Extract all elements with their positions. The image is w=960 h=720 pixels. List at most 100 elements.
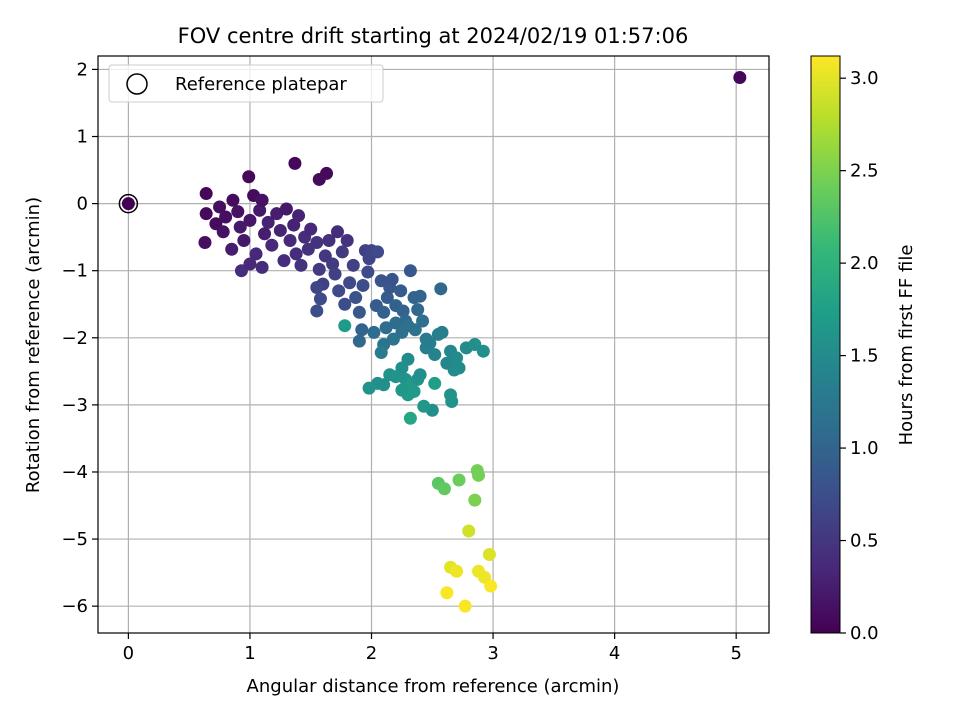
colorbar-tick-label: 2.5 — [850, 161, 879, 182]
data-point — [198, 236, 212, 250]
data-point — [733, 70, 747, 84]
data-point — [283, 234, 297, 248]
x-tick-label: 3 — [487, 643, 498, 664]
x-axis-ticks: 0 1 2 3 4 5 — [123, 633, 742, 664]
data-point — [310, 236, 324, 250]
data-point — [462, 524, 476, 538]
data-point — [450, 564, 464, 578]
data-point — [199, 207, 213, 221]
data-point — [395, 383, 409, 397]
data-point — [428, 348, 442, 362]
data-point — [338, 297, 352, 311]
data-point — [237, 234, 251, 248]
data-point — [445, 395, 459, 409]
y-tick-label: −1 — [61, 261, 88, 282]
data-point — [484, 579, 498, 593]
data-point — [288, 156, 302, 170]
data-point — [226, 193, 240, 207]
data-point — [383, 368, 397, 382]
data-point — [253, 203, 267, 217]
data-point — [313, 292, 327, 306]
data-point — [416, 314, 430, 328]
data-point — [458, 599, 472, 613]
data-point — [310, 304, 324, 318]
data-point — [374, 346, 388, 360]
colorbar-tick-label: 1.5 — [850, 346, 879, 367]
data-point — [312, 172, 326, 186]
reference-marker — [118, 193, 139, 214]
data-point — [396, 304, 410, 318]
data-point — [361, 265, 375, 279]
data-point — [401, 319, 415, 333]
x-tick-label: 2 — [366, 643, 377, 664]
data-point — [419, 332, 433, 346]
data-point — [199, 187, 213, 201]
colorbar-ticks: 0.0 0.5 1.0 1.5 2.0 2.5 3.0 — [840, 68, 879, 644]
data-point — [261, 215, 275, 229]
data-point — [346, 258, 360, 272]
colorbar-tick-label: 2.0 — [850, 253, 879, 274]
scatter-points — [121, 70, 747, 613]
y-tick-label: −3 — [61, 395, 88, 416]
data-point — [231, 205, 245, 219]
x-tick-label: 1 — [244, 643, 255, 664]
data-point — [277, 254, 291, 268]
data-point — [385, 272, 399, 286]
data-point — [294, 258, 308, 272]
data-point — [265, 238, 279, 252]
chart-title: FOV centre drift starting at 2024/02/19 … — [178, 24, 689, 48]
y-tick-label: −5 — [61, 529, 88, 550]
legend: Reference platepar — [108, 64, 384, 103]
data-point — [340, 234, 354, 248]
data-point — [219, 210, 233, 224]
data-point — [355, 323, 369, 337]
x-axis-label: Angular distance from reference (arcmin) — [247, 676, 620, 697]
legend-marker — [126, 73, 148, 95]
data-point — [482, 548, 496, 562]
y-tick-label: −2 — [61, 328, 88, 349]
x-tick-label: 0 — [123, 643, 134, 664]
data-point — [417, 399, 431, 413]
data-point — [437, 482, 451, 496]
data-point — [468, 493, 482, 507]
data-point — [249, 247, 263, 261]
y-tick-label: 0 — [77, 194, 88, 215]
data-point — [367, 325, 381, 339]
data-point — [343, 276, 357, 290]
data-point — [310, 280, 324, 294]
data-point — [292, 209, 306, 223]
plot-frame — [97, 55, 770, 634]
data-point — [371, 245, 385, 259]
data-point — [332, 284, 346, 298]
data-point — [121, 197, 135, 211]
data-point — [440, 586, 454, 600]
data-point — [434, 282, 448, 296]
legend-box — [108, 64, 384, 103]
data-point — [356, 278, 370, 292]
data-point — [255, 193, 269, 207]
data-point — [377, 305, 391, 319]
data-point — [335, 245, 349, 259]
y-axis-label: Rotation from reference (arcmin) — [23, 197, 44, 493]
data-point — [450, 351, 464, 365]
data-point — [394, 284, 408, 298]
data-point — [403, 411, 417, 425]
data-point — [216, 225, 230, 239]
data-point — [330, 225, 344, 239]
y-tick-label: 2 — [77, 59, 88, 80]
grid — [98, 56, 769, 633]
data-point — [389, 316, 403, 330]
data-point — [338, 319, 352, 333]
colorbar-tick-label: 0.5 — [850, 531, 879, 552]
colorbar-label: Hours from first FF file — [896, 245, 917, 446]
data-point — [225, 242, 239, 256]
data-point — [362, 381, 376, 395]
data-point — [435, 325, 449, 339]
data-point — [243, 257, 257, 271]
data-point — [403, 264, 417, 278]
data-point — [242, 170, 256, 184]
data-point — [379, 321, 393, 335]
x-tick-label: 4 — [609, 643, 620, 664]
data-point — [255, 260, 269, 274]
